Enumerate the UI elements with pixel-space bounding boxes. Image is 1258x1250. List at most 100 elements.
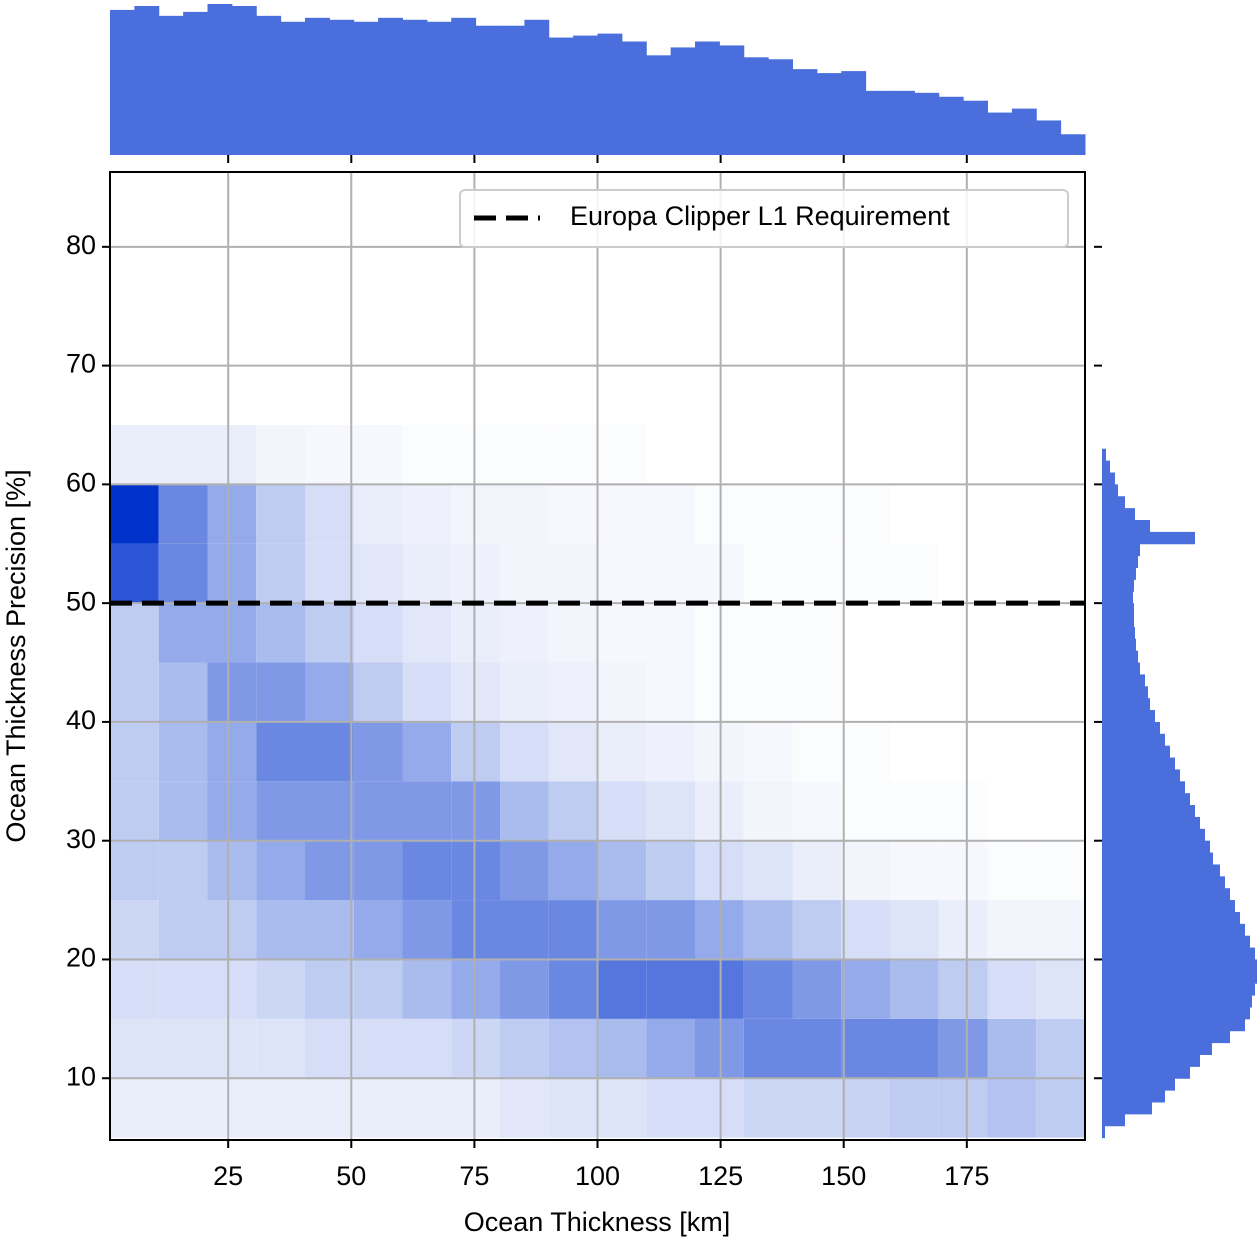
heat-cell (890, 959, 939, 1019)
top-hist-bar (402, 19, 428, 156)
heat-cell (256, 424, 305, 485)
right-hist-bar (1102, 983, 1255, 996)
top-hist-bar (475, 25, 501, 155)
heat-cell (158, 603, 208, 663)
top-hist-bar (524, 19, 550, 156)
heat-cell (646, 662, 695, 722)
heat-cell (402, 543, 452, 604)
right-hist-bar (1102, 793, 1190, 806)
heat-cell (792, 721, 842, 782)
heat-cell (256, 543, 305, 604)
heat-cell (890, 603, 939, 663)
heat-cell (500, 424, 549, 485)
heat-cell (500, 781, 549, 841)
heat-cell (110, 781, 159, 841)
heat-cell (500, 484, 549, 544)
heat-cell (597, 484, 647, 544)
heat-cell (987, 781, 1037, 841)
top-hist-bar (207, 4, 233, 155)
heat-cell (792, 1078, 842, 1138)
heat-cell (305, 721, 354, 782)
heat-cell (597, 603, 647, 663)
heat-cell (841, 781, 890, 841)
heat-cell (841, 1018, 890, 1079)
right-hist-bar (1102, 603, 1134, 616)
heat-cell (743, 840, 793, 901)
heat-cell (451, 484, 500, 544)
heat-cell (597, 959, 647, 1019)
heat-cell (451, 840, 500, 901)
heat-cell (841, 721, 890, 782)
heat-cell (1036, 840, 1085, 901)
right-hist-bar (1102, 543, 1140, 557)
right-hist-bar (1102, 531, 1195, 545)
heat-cell (110, 603, 159, 663)
heat-cell (110, 543, 159, 604)
heat-cell (451, 424, 500, 485)
heat-cell (792, 781, 842, 841)
heat-cell (548, 781, 598, 841)
heat-cell (646, 900, 695, 960)
right-hist-bar (1102, 1066, 1190, 1079)
right-hist-bar (1102, 805, 1195, 818)
top-hist-bar (110, 9, 135, 155)
heat-cell (695, 662, 744, 722)
heat-cell (695, 840, 744, 901)
heat-cell (597, 721, 647, 782)
heat-cell (792, 959, 842, 1019)
heat-cell (987, 603, 1037, 663)
heat-cell (207, 900, 257, 960)
top-hist-bar (963, 100, 988, 155)
heat-cell (597, 543, 647, 604)
heat-cell (256, 1018, 305, 1079)
right-hist-bar (1102, 995, 1252, 1008)
heat-cell (451, 1078, 500, 1138)
heat-cell (158, 959, 208, 1019)
heat-cell (256, 721, 305, 782)
y-tick-label: 30 (66, 824, 96, 854)
heat-cell (451, 900, 500, 960)
heat-cell (1036, 603, 1085, 663)
top-hist-bar (621, 41, 647, 156)
right-hist-bar (1102, 923, 1245, 937)
heat-cell (256, 603, 305, 663)
heat-cell (841, 543, 890, 604)
heat-cell (500, 959, 549, 1019)
x-tick-label: 75 (459, 1161, 489, 1191)
y-tick-label: 10 (66, 1061, 96, 1091)
heat-cell (792, 484, 842, 544)
heat-cell (695, 484, 744, 544)
heat-cell (841, 900, 890, 960)
heat-cell (597, 840, 647, 901)
top-hist-bar (378, 17, 403, 156)
top-hist-bar (768, 59, 793, 155)
heat-cell (597, 1018, 647, 1079)
x-tick-label: 25 (213, 1161, 243, 1191)
heat-cell (987, 543, 1037, 604)
right-hist-bar (1102, 1113, 1125, 1127)
right-hist-bar (1102, 579, 1134, 592)
right-hist-bar (1102, 1101, 1152, 1115)
heat-cell (938, 424, 988, 485)
heat-cell (841, 959, 890, 1019)
heat-cell (890, 424, 939, 485)
heat-cell (695, 603, 744, 663)
heat-cell (353, 484, 403, 544)
y-tick-label: 40 (66, 705, 96, 735)
right-hist-bar (1102, 638, 1136, 652)
heat-cell (548, 603, 598, 663)
heat-cell (110, 900, 159, 960)
heat-cell (695, 900, 744, 960)
top-hist-bar (743, 57, 769, 156)
right-hist-bar (1102, 840, 1210, 854)
heat-cell (548, 484, 598, 544)
heat-cell (305, 840, 354, 901)
heat-cell (938, 840, 988, 901)
heat-cell (353, 721, 403, 782)
heat-cell (110, 1018, 159, 1079)
right-hist-bar (1102, 971, 1257, 984)
x-tick-label: 50 (336, 1161, 366, 1191)
right-hist-bar (1102, 698, 1150, 711)
heat-cell (256, 781, 305, 841)
heat-cell (548, 1078, 598, 1138)
